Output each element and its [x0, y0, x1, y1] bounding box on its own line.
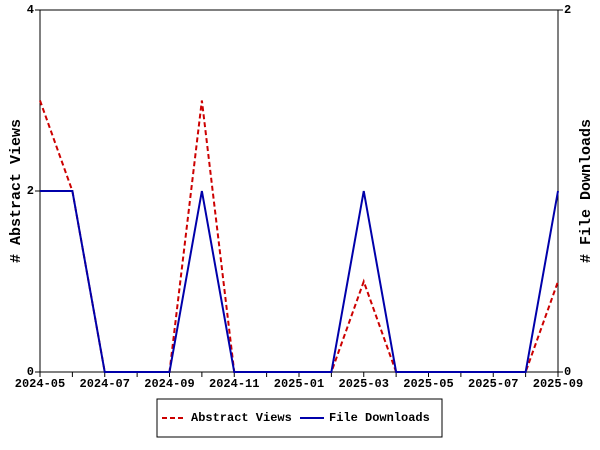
- x-tick-label: 2025-03: [339, 377, 389, 391]
- y-axis-title: # Abstract Views: [8, 119, 25, 263]
- x-tick-label: 2025-07: [468, 377, 518, 391]
- series-line: [39, 100, 559, 373]
- series-line: [40, 190, 559, 373]
- y2-axis-title: # File Downloads: [578, 119, 595, 263]
- legend-label: Abstract Views: [191, 411, 292, 425]
- y2-tick-label: 0: [564, 365, 571, 379]
- x-tick-label: 2024-07: [80, 377, 130, 391]
- x-tick-label: 2024-05: [15, 377, 65, 391]
- x-tick-label: 2025-01: [274, 377, 324, 391]
- x-tick-label: 2025-09: [533, 377, 583, 391]
- x-tick-label: 2024-09: [144, 377, 194, 391]
- y-tick-label: 2: [27, 184, 34, 198]
- legend-label: File Downloads: [329, 411, 430, 425]
- legend: [156, 398, 443, 438]
- y2-tick-label: 2: [564, 3, 571, 17]
- plot-frame: [39, 9, 559, 373]
- y-tick-label: 0: [27, 365, 34, 379]
- x-tick-label: 2025-05: [403, 377, 453, 391]
- x-tick-label: 2024-11: [209, 377, 259, 391]
- y-tick-label: 4: [27, 3, 34, 17]
